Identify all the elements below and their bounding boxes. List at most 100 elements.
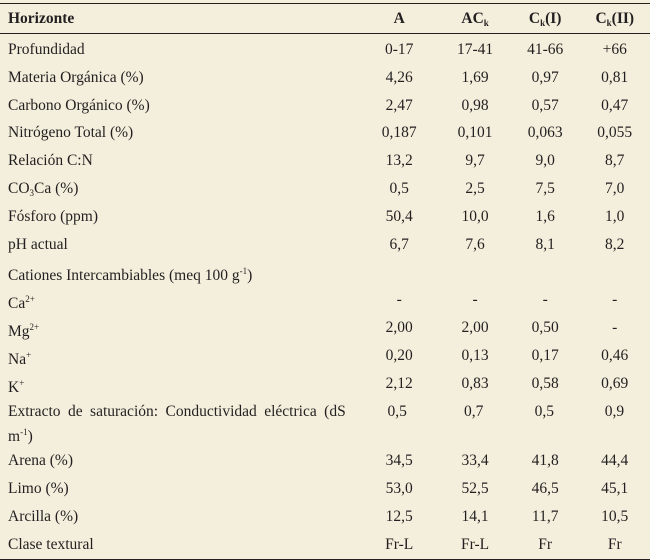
cell-value: Fr-L bbox=[461, 535, 490, 553]
cell-value: 10,0 bbox=[461, 207, 489, 225]
row-label: CO3Ca (%) bbox=[8, 179, 79, 198]
cell-value: +66 bbox=[602, 41, 627, 58]
cell-value: 11,7 bbox=[531, 507, 559, 525]
cell-value: 0,46 bbox=[601, 346, 629, 364]
cell-value: Fr bbox=[538, 535, 553, 553]
cell-value: 17-41 bbox=[457, 41, 494, 58]
cell-value: 9,0 bbox=[535, 152, 555, 170]
table-row: Mg2+ 2,00 2,00 0,50 - bbox=[0, 314, 650, 342]
cell-value: 7,5 bbox=[535, 179, 555, 197]
cell-value: 1,69 bbox=[461, 68, 489, 86]
cell-value: 53,0 bbox=[385, 480, 413, 498]
cell-value: 0,57 bbox=[531, 96, 559, 114]
cell-value: 0,69 bbox=[601, 374, 629, 392]
cell-value: 44,4 bbox=[601, 452, 629, 470]
table-row: Carbono Orgánico (%) 2,47 0,98 0,57 0,47 bbox=[0, 92, 650, 120]
cell-value: 0,81 bbox=[601, 68, 629, 86]
row-label: Nitrógeno Total (%) bbox=[8, 124, 134, 142]
table-row: Na+ 0,20 0,13 0,17 0,46 bbox=[0, 342, 650, 370]
cell-value: 12,5 bbox=[385, 507, 413, 525]
row-label: Arena (%) bbox=[8, 452, 73, 470]
cell-value: 45,1 bbox=[601, 480, 629, 498]
cell-value: 0,47 bbox=[601, 96, 629, 114]
cell-value: 34,5 bbox=[385, 452, 413, 470]
cell-value: 13,2 bbox=[385, 152, 413, 170]
cell-value: - bbox=[612, 291, 618, 309]
table-row: CO3Ca (%) 0,5 2,5 7,5 7,0 bbox=[0, 175, 650, 203]
cell-value: 50,4 bbox=[385, 207, 413, 225]
cell-value: 2,00 bbox=[385, 318, 413, 336]
cell-value: 0,98 bbox=[461, 96, 489, 114]
cell-value: 9,7 bbox=[465, 152, 485, 170]
cell-value: 0,17 bbox=[531, 346, 559, 364]
cell-value: 14,1 bbox=[461, 507, 489, 525]
row-label: Extracto de saturación: Conductividad el… bbox=[8, 403, 346, 446]
cell-value: Fr-L bbox=[385, 535, 414, 553]
row-label: Materia Orgánica (%) bbox=[8, 68, 144, 86]
row-label: Arcilla (%) bbox=[8, 507, 79, 525]
table-row: Clase textural Fr-L Fr-L Fr Fr bbox=[0, 531, 650, 559]
row-label: Mg2+ bbox=[8, 321, 40, 340]
table-header-row: Horizonte A ACk Ck(I) Ck(II) bbox=[0, 4, 650, 34]
cell-value: 2,12 bbox=[385, 374, 413, 392]
cell-value: 33,4 bbox=[461, 452, 489, 470]
cell-value: 7,6 bbox=[465, 235, 485, 253]
table-row: Materia Orgánica (%) 4,26 1,69 0,97 0,81 bbox=[0, 64, 650, 92]
cell-value: 0,055 bbox=[597, 124, 633, 142]
soil-properties-table: Horizonte A ACk Ck(I) Ck(II) Profundidad… bbox=[0, 3, 650, 560]
table-row: Ca2+ - - - - bbox=[0, 286, 650, 314]
cell-value: 0,97 bbox=[531, 68, 559, 86]
cell-value: 8,1 bbox=[535, 235, 555, 253]
row-label: pH actual bbox=[8, 235, 68, 253]
table-row: Extracto de saturación: Conductividad el… bbox=[0, 397, 650, 447]
cell-value: 8,7 bbox=[605, 152, 625, 170]
cell-value: 10,5 bbox=[601, 507, 629, 525]
row-label: Fósforo (ppm) bbox=[8, 207, 98, 225]
cell-value: 6,7 bbox=[389, 235, 409, 253]
cell-value: 0,83 bbox=[461, 374, 489, 392]
cell-value: - bbox=[612, 318, 618, 336]
cell-value: 0,20 bbox=[385, 346, 413, 364]
cell-value: 0,101 bbox=[457, 124, 493, 142]
table-row: Profundidad 0-17 17-41 41-66 +66 bbox=[0, 36, 650, 64]
cell-value: - bbox=[542, 291, 548, 309]
cell-value: 46,5 bbox=[531, 480, 559, 498]
table-row: Relación C:N 13,2 9,7 9,0 8,7 bbox=[0, 147, 650, 175]
cell-value: 0,9 bbox=[604, 403, 625, 421]
cell-value: 0,13 bbox=[461, 346, 489, 364]
cell-value: 0-17 bbox=[384, 41, 414, 58]
cell-value: 0,50 bbox=[531, 318, 559, 336]
cell-value: - bbox=[396, 291, 402, 309]
header-col-ck-i: Ck(I) bbox=[528, 10, 562, 28]
table-row: pH actual 6,7 7,6 8,1 8,2 bbox=[0, 231, 650, 259]
table-row: Nitrógeno Total (%) 0,187 0,101 0,063 0,055 bbox=[0, 119, 650, 147]
row-label: Ca2+ bbox=[8, 294, 35, 313]
header-col-ck-ii: Ck(II) bbox=[595, 10, 635, 28]
cell-value: 0,187 bbox=[381, 124, 417, 142]
cell-value: - bbox=[472, 291, 478, 309]
cell-value: 0,5 bbox=[387, 403, 407, 421]
cell-value: 2,00 bbox=[461, 318, 489, 336]
row-label: Cationes Intercambiables (meq 100 g-1) bbox=[8, 266, 253, 285]
cell-value: 41-66 bbox=[527, 41, 564, 58]
header-col-ack: ACk bbox=[461, 10, 489, 28]
header-horizonte: Horizonte bbox=[8, 10, 75, 27]
row-label: Na+ bbox=[8, 349, 32, 368]
table-row: Arena (%) 34,5 33,4 41,8 44,4 bbox=[0, 447, 650, 475]
row-label: Limo (%) bbox=[8, 480, 69, 498]
cell-value: 0,7 bbox=[464, 403, 484, 421]
cell-value: 1,6 bbox=[535, 207, 555, 225]
table-row: K+ 2,12 0,83 0,58 0,69 bbox=[0, 370, 650, 398]
cell-value: 4,26 bbox=[385, 68, 413, 86]
cell-value: 0,5 bbox=[389, 179, 409, 197]
cell-value: 2,5 bbox=[465, 179, 485, 197]
cell-value: 7,0 bbox=[605, 179, 625, 197]
cell-value: 1,0 bbox=[605, 207, 625, 225]
cell-value: Fr bbox=[607, 535, 622, 553]
cell-value: 0,5 bbox=[534, 403, 555, 421]
row-label: Relación C:N bbox=[8, 152, 93, 170]
table-row: Limo (%) 53,0 52,5 46,5 45,1 bbox=[0, 475, 650, 503]
table-row: Cationes Intercambiables (meq 100 g-1) bbox=[0, 258, 650, 286]
row-label: Carbono Orgánico (%) bbox=[8, 96, 150, 114]
cell-value: 0,58 bbox=[531, 374, 559, 392]
